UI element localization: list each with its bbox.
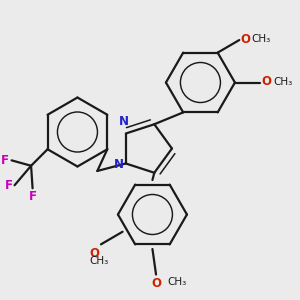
Text: O: O [151,277,161,290]
Text: O: O [262,75,272,88]
Text: CH₃: CH₃ [252,34,271,44]
Text: N: N [114,158,124,172]
Text: F: F [28,190,37,203]
Text: CH₃: CH₃ [167,277,187,287]
Text: F: F [1,154,9,167]
Text: F: F [5,179,13,192]
Text: N: N [119,115,129,128]
Text: CH₃: CH₃ [273,76,292,87]
Text: O: O [241,33,250,46]
Text: CH₃: CH₃ [89,256,108,266]
Text: O: O [90,247,100,260]
